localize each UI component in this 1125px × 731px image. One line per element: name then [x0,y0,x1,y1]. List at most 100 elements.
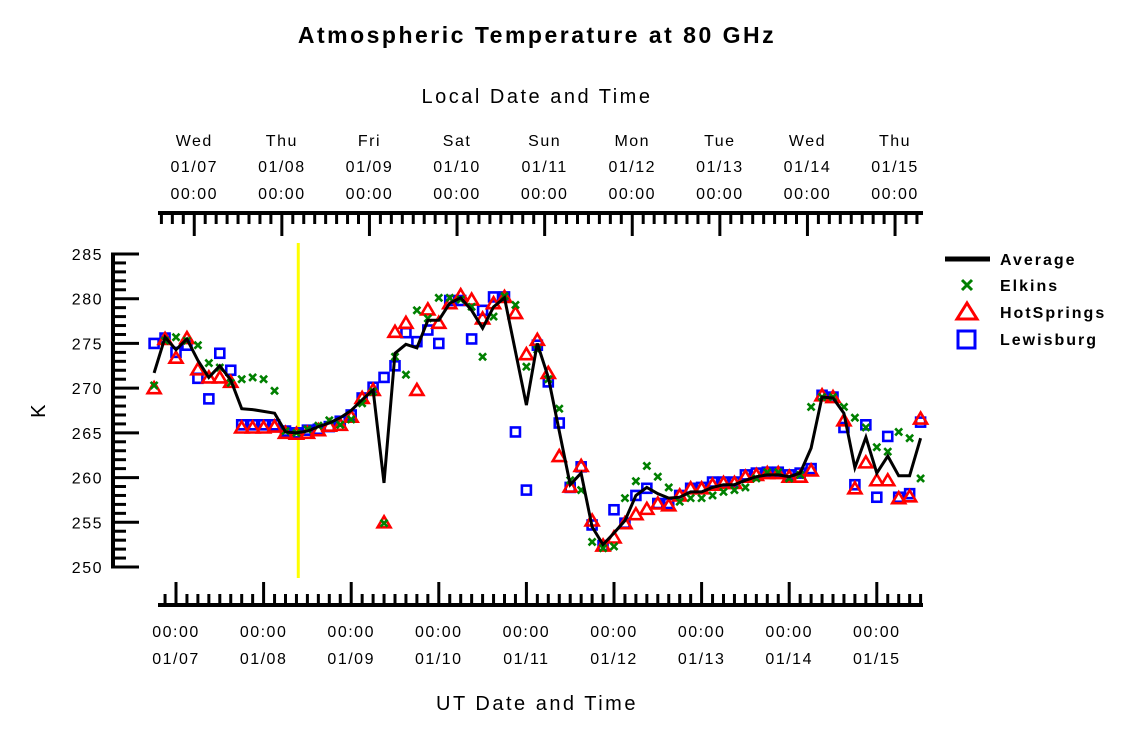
top-tick-date: 01/13 [696,159,744,176]
point-elkins [708,491,717,500]
point-hotsprings [703,476,722,492]
point-elkins [445,293,455,303]
bottom-tick-date: 01/08 [240,651,288,668]
top-tick-date: 01/14 [784,159,832,176]
point-elkins [653,472,663,482]
point-elkins [237,374,247,384]
point-hotsprings [517,345,536,361]
bottom-tick-time: 00:00 [678,624,726,641]
point-elkins [149,381,159,390]
top-tick-date: 01/11 [521,159,567,176]
point-hotsprings [900,487,919,503]
x-axis-title: UT Date and Time [436,693,638,715]
legend-label: Lewisburg [1000,332,1098,349]
point-hotsprings [167,349,185,365]
top-tick-day: Thu [879,133,911,150]
point-hotsprings [430,314,448,330]
point-elkins [697,493,707,503]
point-elkins [631,476,641,486]
top-tick-day: Tue [704,133,735,150]
point-lewisburg [520,484,533,496]
bottom-tick-date: 01/12 [590,651,638,668]
point-elkins [861,423,871,432]
point-elkins [379,518,389,528]
top-tick-date: 01/09 [346,159,394,176]
top-tick-day: Wed [789,133,826,150]
y-tick-label: 250 [72,560,103,577]
point-elkins [335,420,345,430]
bottom-tick-time: 00:00 [590,624,638,641]
point-lewisburg [881,430,894,443]
y-tick-label: 260 [72,471,103,488]
point-lewisburg [203,393,215,405]
point-elkins [270,386,279,396]
point-elkins [598,543,608,553]
point-elkins [883,447,893,457]
top-tick-time: 00:00 [784,186,832,203]
point-hotsprings [386,323,404,339]
point-hotsprings [649,494,667,510]
y-axis-title: K [28,402,50,418]
point-elkins [511,300,520,310]
top-axis-title: Local Date and Time [422,86,653,108]
point-elkins [412,305,422,315]
point-hotsprings [506,304,525,320]
legend-label: Average [1000,252,1077,269]
bottom-tick-date: 01/15 [853,651,901,668]
point-lewisburg [148,337,160,350]
bottom-tick-date: 01/13 [678,651,726,668]
point-lewisburg [870,491,883,504]
point-elkins [905,433,915,443]
point-hotsprings [419,300,437,316]
point-hotsprings [561,477,579,493]
point-elkins [675,497,685,507]
point-elkins [171,332,181,342]
legend-swatch-lewisburg [956,329,977,350]
point-hotsprings [375,513,393,529]
point-hotsprings [254,418,273,434]
point-elkins [664,482,674,492]
top-tick-time: 00:00 [258,186,306,203]
chart-title: Atmospheric Temperature at 80 GHz [298,22,776,48]
point-hotsprings [846,479,864,495]
top-tick-date: 01/10 [433,159,481,176]
point-hotsprings [714,474,733,490]
y-tick-label: 280 [72,292,103,309]
point-hotsprings [189,360,207,376]
bottom-tick-time: 00:00 [853,624,901,641]
top-tick-day: Thu [266,133,298,150]
point-elkins [554,404,564,414]
point-elkins [730,485,739,495]
legend-label: HotSprings [1000,305,1106,322]
bottom-tick-time: 00:00 [503,624,551,641]
top-tick-date: 01/12 [608,159,656,176]
point-elkins [719,487,728,497]
point-hotsprings [462,291,481,306]
point-hotsprings [397,314,415,330]
point-elkins [259,374,269,384]
bottom-tick-date: 01/09 [327,651,375,668]
point-elkins [346,415,356,424]
point-elkins [587,537,597,547]
y-tick-label: 255 [72,515,103,532]
point-lewisburg [378,371,390,384]
point-hotsprings [758,464,777,480]
top-tick-time: 00:00 [346,186,394,203]
point-hotsprings [331,416,350,432]
top-tick-time: 00:00 [170,186,218,203]
point-elkins [642,461,652,471]
point-lewisburg [432,337,445,350]
y-tick-label: 270 [72,381,103,398]
point-lewisburg [214,347,226,360]
top-tick-day: Sat [443,133,472,150]
point-hotsprings [232,418,251,434]
point-hotsprings [211,368,229,384]
top-tick-date: 01/15 [871,159,919,176]
top-tick-day: Sun [528,133,561,150]
bottom-tick-time: 00:00 [765,624,813,641]
point-lewisburg [630,489,642,502]
point-hotsprings [878,471,897,487]
point-elkins [193,340,203,350]
point-hotsprings [408,381,426,397]
